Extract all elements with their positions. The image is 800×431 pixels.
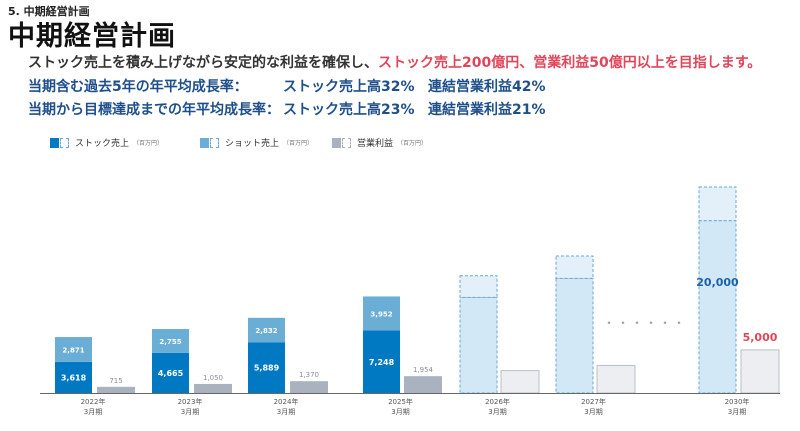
- lead-highlight: ストック売上200億円、営業利益50億円以上を目指します。: [378, 55, 762, 71]
- data-label-stock: 7,248: [369, 358, 395, 367]
- x-tick-label: 3月期: [277, 408, 295, 416]
- data-label-stock: 4,665: [158, 369, 184, 378]
- bar-shot: [248, 317, 285, 343]
- x-tick-label: 2024年: [274, 397, 299, 406]
- lead-plain: ストック売上を積み上げながら安定的な利益を確保し、: [28, 55, 378, 71]
- data-label-profit: 715: [109, 377, 122, 385]
- x-tick-label: 2026年: [485, 397, 510, 406]
- legend-item-shot: ショット売上 （百万円）: [200, 136, 313, 149]
- data-label-shot: 2,832: [255, 327, 277, 335]
- x-tick-label: 3月期: [728, 408, 746, 416]
- x-tick-label: 3月期: [84, 408, 102, 416]
- legend-label: ショット売上: [225, 139, 280, 149]
- bar-stock: [248, 342, 285, 393]
- legend-label: 営業利益: [357, 139, 394, 149]
- legend-swatch-shot-plan: [210, 137, 219, 148]
- data-label-stock: 3,618: [61, 373, 87, 382]
- rate-label: 当期含む過去5年の年平均成長率：: [28, 79, 248, 95]
- x-tick-label: 2030年: [725, 397, 750, 406]
- bar-shot-plan: [555, 255, 594, 279]
- x-tick-label: 3月期: [181, 408, 199, 416]
- data-label-shot: 2,755: [159, 338, 181, 346]
- bar-shot-plan: [459, 275, 498, 298]
- legend-swatch-stock: [50, 137, 59, 148]
- data-label-profit: 5,000: [743, 331, 778, 344]
- legend-item-stock: ストック売上 （百万円）: [50, 136, 163, 149]
- legend-swatch-stock-plan: [60, 137, 69, 148]
- rate-stock: ストック売上高23%: [283, 102, 415, 118]
- rate-profit: 連結営業利益42%: [428, 79, 546, 95]
- bar-stock-plan: [698, 220, 737, 394]
- bar-shot: [55, 337, 92, 362]
- data-label-shot: 3,952: [370, 310, 392, 318]
- section-number: 5. 中期経営計画: [8, 5, 90, 18]
- data-label-shot: 2,871: [62, 346, 84, 354]
- rate-stock: ストック売上高32%: [283, 79, 415, 95]
- rate-profit: 連結営業利益21%: [428, 102, 546, 118]
- bar-stock: [363, 330, 400, 393]
- data-label-profit: 1,050: [203, 374, 223, 382]
- data-label-profit: 1,954: [413, 366, 434, 374]
- x-tick-label: 2025年: [388, 397, 413, 406]
- legend-swatch-profit: [332, 137, 341, 148]
- bar-stock-plan: [555, 277, 594, 394]
- x-tick-label: 2023年: [178, 397, 203, 406]
- bar-profit: [404, 376, 442, 393]
- legend-swatch-shot: [200, 137, 209, 148]
- data-label-profit: 1,370: [299, 371, 319, 379]
- x-tick-label: 3月期: [584, 408, 602, 416]
- ellipsis: ・・・・・・: [603, 316, 687, 330]
- legend-unit: （百万円）: [283, 140, 314, 147]
- bar-stock: [152, 352, 189, 393]
- page-title: 中期経営計画: [8, 21, 176, 52]
- bar-stock: [55, 361, 92, 393]
- legend-unit: （百万円）: [133, 140, 164, 147]
- bar-shot: [152, 329, 189, 353]
- x-tick-label: 2027年: [581, 397, 606, 406]
- x-tick-label: 3月期: [488, 408, 506, 416]
- legend-unit: （百万円）: [397, 140, 428, 147]
- bar-profit: [194, 383, 232, 393]
- legend-label: ストック売上: [75, 139, 130, 149]
- data-label-stock: 5,889: [254, 364, 280, 373]
- bar-profit-plan: [596, 364, 636, 394]
- legend-swatch-profit-plan: [342, 137, 351, 148]
- x-tick-label: 3月期: [391, 408, 409, 416]
- bar-shot: [363, 296, 400, 331]
- rate-label: 当期から目標達成までの年平均成長率：: [28, 102, 280, 118]
- bar-profit-plan: [740, 349, 780, 394]
- legend-item-profit: 営業利益 （百万円）: [332, 136, 427, 149]
- lead-text: ストック売上を積み上げながら安定的な利益を確保し、ストック売上200億円、営業利…: [28, 52, 761, 72]
- bar-stock-plan: [459, 296, 498, 394]
- bar-profit: [97, 386, 135, 393]
- bar-shot-plan: [698, 186, 737, 222]
- bar-profit: [290, 381, 328, 393]
- x-tick-label: 2022年: [81, 397, 106, 406]
- data-label-stock: 20,000: [696, 276, 739, 289]
- bar-profit-plan: [500, 370, 540, 394]
